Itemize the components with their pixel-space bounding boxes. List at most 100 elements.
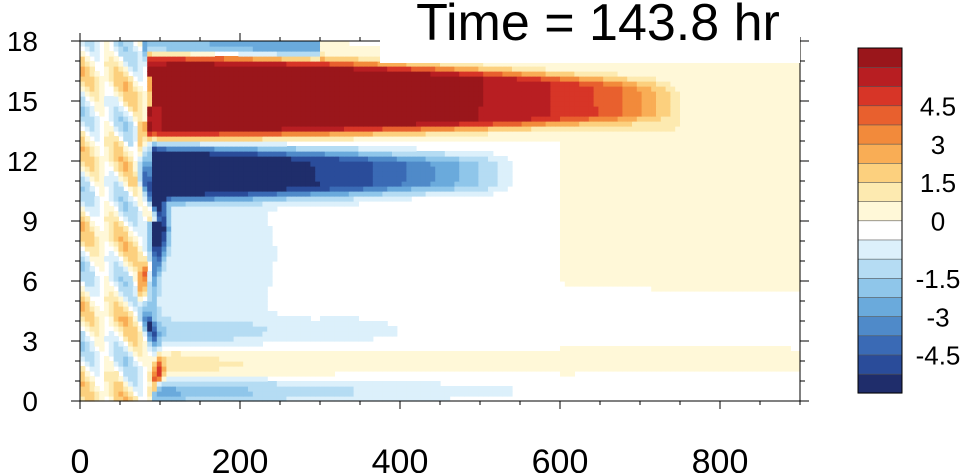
heatmap-cell [214, 206, 220, 212]
heatmap-cell [646, 221, 652, 227]
heatmap-cell [147, 376, 153, 382]
heatmap-cell [636, 166, 643, 172]
heatmap-cell [608, 181, 614, 187]
heatmap-cell [224, 321, 230, 327]
heatmap-cell [761, 156, 767, 162]
heatmap-cell [411, 391, 417, 397]
heatmap-cell [795, 216, 801, 222]
heatmap-cell [315, 361, 321, 367]
heatmap-cell [603, 156, 609, 162]
heatmap-cell [651, 141, 657, 147]
heatmap-cell [300, 171, 307, 177]
heatmap-cell [502, 176, 508, 182]
heatmap-cell [584, 171, 590, 177]
heatmap-cell [152, 381, 158, 387]
heatmap-cell [128, 311, 134, 317]
heatmap-cell [128, 366, 134, 372]
heatmap-cell [680, 251, 686, 257]
heatmap-cell [780, 221, 787, 227]
heatmap-cell [396, 176, 403, 182]
heatmap-cell [291, 371, 297, 377]
heatmap-cell [233, 241, 239, 247]
heatmap-cell [89, 151, 95, 157]
heatmap-cell [353, 366, 359, 372]
heatmap-cell [296, 351, 302, 357]
heatmap-cell [200, 231, 206, 237]
heatmap-cell [593, 276, 599, 282]
heatmap-cell [147, 236, 153, 242]
heatmap-cell [200, 181, 206, 187]
heatmap-cell [224, 256, 230, 262]
heatmap-cell [368, 176, 374, 182]
heatmap-cell [176, 371, 182, 377]
heatmap-cell [728, 141, 734, 147]
heatmap-cell [617, 161, 623, 167]
heatmap-cell [497, 156, 503, 162]
heatmap-cell [430, 171, 436, 177]
heatmap-cell [795, 166, 801, 172]
heatmap-cell [396, 186, 403, 192]
heatmap-cell [310, 171, 316, 177]
heatmap-cell [612, 216, 619, 222]
heatmap-cell [137, 136, 143, 142]
heatmap-cell [622, 201, 628, 207]
heatmap-cell [756, 181, 763, 187]
heatmap-cell [243, 156, 249, 162]
heatmap-cell [185, 391, 191, 397]
heatmap-cell [612, 221, 619, 227]
heatmap-cell [713, 286, 719, 292]
heatmap-cell [598, 221, 604, 227]
heatmap-cell [636, 351, 643, 357]
heatmap-cell [228, 296, 235, 302]
heatmap-cell [147, 176, 153, 182]
heatmap-cell [636, 171, 643, 177]
heatmap-cell [560, 276, 566, 282]
heatmap-cell [248, 241, 254, 247]
heatmap-cell [728, 166, 734, 172]
heatmap-cell [348, 156, 355, 162]
heatmap-cell [747, 206, 753, 212]
heatmap-cell [228, 251, 235, 257]
heatmap-cell [651, 136, 657, 142]
heatmap-cell [161, 171, 167, 177]
heatmap-cell [708, 136, 715, 142]
heatmap-cell [233, 211, 239, 217]
heatmap-cell [219, 366, 225, 372]
heatmap-cell [176, 296, 182, 302]
heatmap-cell [142, 256, 148, 262]
heatmap-cell [80, 166, 86, 172]
heatmap-cell [296, 161, 302, 167]
heatmap-cell [238, 351, 244, 357]
heatmap-cell [104, 131, 110, 137]
heatmap-cell [617, 226, 623, 232]
heatmap-cell [209, 146, 215, 152]
heatmap-cell [176, 251, 182, 257]
heatmap-cell [128, 301, 134, 307]
heatmap-cell [411, 156, 417, 162]
heatmap-cell [219, 396, 225, 402]
heatmap-cell [502, 171, 508, 177]
heatmap-cell [723, 356, 729, 362]
heatmap-cell [156, 306, 163, 312]
heatmap-cell [728, 196, 734, 202]
heatmap-cell [243, 301, 249, 307]
heatmap-cell [411, 361, 417, 367]
heatmap-cell [257, 311, 263, 317]
heatmap-cell [80, 266, 86, 272]
heatmap-cell [204, 151, 211, 157]
heatmap-cell [459, 171, 465, 177]
heatmap-cell [204, 366, 211, 372]
heatmap-cell [761, 161, 767, 167]
heatmap-cell [651, 191, 657, 197]
heatmap-cell [228, 331, 235, 337]
heatmap-cell [128, 266, 134, 272]
heatmap-cell [180, 156, 187, 162]
heatmap-cell [680, 286, 686, 292]
heatmap-cell [564, 351, 571, 357]
heatmap-cell [219, 256, 225, 262]
heatmap-cell [785, 361, 791, 367]
heatmap-cell [660, 231, 667, 237]
heatmap-cell [353, 356, 359, 362]
heatmap-cell [180, 391, 187, 397]
heatmap-cell [118, 226, 124, 232]
